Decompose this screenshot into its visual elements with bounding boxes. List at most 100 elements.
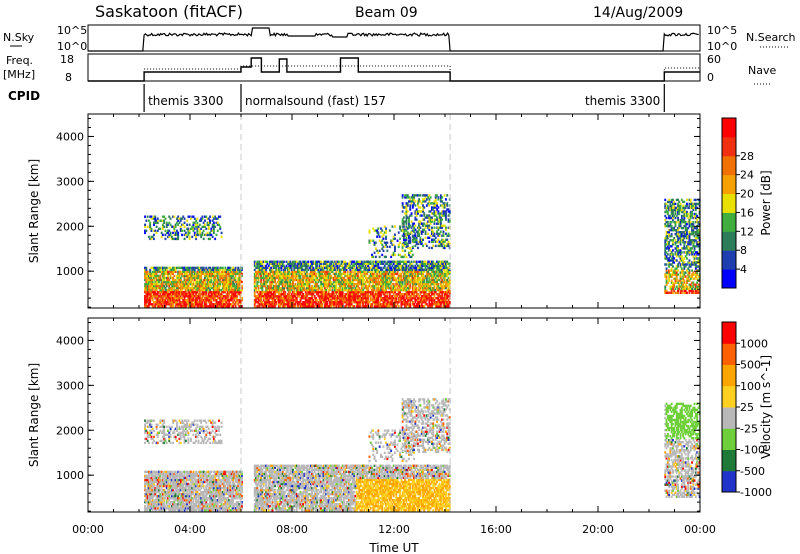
range-cell [195,297,197,300]
range-cell [330,274,333,278]
range-cell [235,301,238,304]
range-cell [447,280,450,284]
range-cell [281,276,284,280]
range-cell [253,264,256,268]
range-cell [172,225,174,228]
range-cell [349,301,352,304]
range-cell [227,284,229,288]
range-cell [436,260,438,263]
range-cell [181,301,183,304]
range-cell [439,264,442,268]
range-cell [174,299,177,302]
range-cell [283,284,285,288]
range-cell [270,288,273,292]
range-cell [351,305,354,308]
range-cell [265,278,268,282]
range-cell [326,262,329,265]
range-cell [367,286,370,290]
range-cell [260,262,262,265]
range-cell [360,290,363,294]
range-cell [349,286,352,290]
range-cell [404,274,407,278]
range-cell [438,299,441,302]
range-cell [423,264,426,268]
range-cell [380,270,382,274]
range-cell [399,295,401,298]
range-cell [351,288,354,292]
range-cell [179,278,182,282]
range-cell [311,266,313,270]
range-cell [232,270,234,274]
range-cell [383,305,386,308]
range-cell [164,276,167,280]
range-cell [346,276,349,280]
range-cell [433,286,436,290]
range-cell [428,299,431,302]
range-cell [327,264,330,268]
range-cell [334,278,336,282]
range-cell [419,278,422,282]
range-cell [225,286,228,290]
range-cell [336,274,339,278]
range-cell [202,272,205,276]
range-cell [303,260,306,263]
range-cell [348,290,350,294]
range-cell [298,284,301,288]
range-cell [188,268,191,272]
range-cell [179,303,182,306]
range-cell [204,272,206,276]
range-cell [159,274,162,278]
range-cell [239,272,242,276]
range-cell [313,262,316,265]
range-cell [413,290,415,294]
range-cell [258,276,261,280]
range-cell [298,301,301,304]
range-cell [164,272,167,276]
range-cell [373,264,376,268]
range-cell [415,210,418,213]
range-cell [294,303,297,306]
range-cell [406,303,409,306]
range-cell [281,260,284,263]
range-cell [336,268,339,272]
range-cell [317,293,320,296]
range-cell [286,286,289,290]
range-cell [344,293,347,296]
range-cell [339,268,342,272]
range-cell [410,278,413,282]
range-cell [281,303,284,306]
range-cell [334,295,336,298]
range-cell [191,276,194,280]
range-cell [414,276,417,280]
range-cell [417,293,419,296]
range-cell [144,272,146,276]
range-cell [419,284,422,288]
range-cell [292,276,294,280]
range-cell [364,276,367,280]
range-cell [441,288,444,292]
range-cell [210,268,213,272]
range-cell [302,264,305,268]
range-cell [394,245,396,248]
range-cell [335,260,338,263]
range-cell [406,278,409,282]
range-cell [184,282,187,286]
range-cell [281,284,284,288]
range-cell [232,266,234,270]
range-cell [275,290,278,294]
range-cell [210,229,213,232]
range-cell [383,293,386,296]
range-cell [192,227,195,230]
range-cell [150,227,153,230]
range-cell [292,305,294,308]
range-cell [221,278,224,282]
range-cell [297,282,299,286]
range-cell [388,278,391,282]
range-cell [285,266,288,270]
range-cell [161,225,164,228]
range-cell [422,276,424,280]
range-cell [219,274,222,278]
range-cell [300,272,303,276]
range-cell [276,286,279,290]
range-cell [429,262,432,265]
